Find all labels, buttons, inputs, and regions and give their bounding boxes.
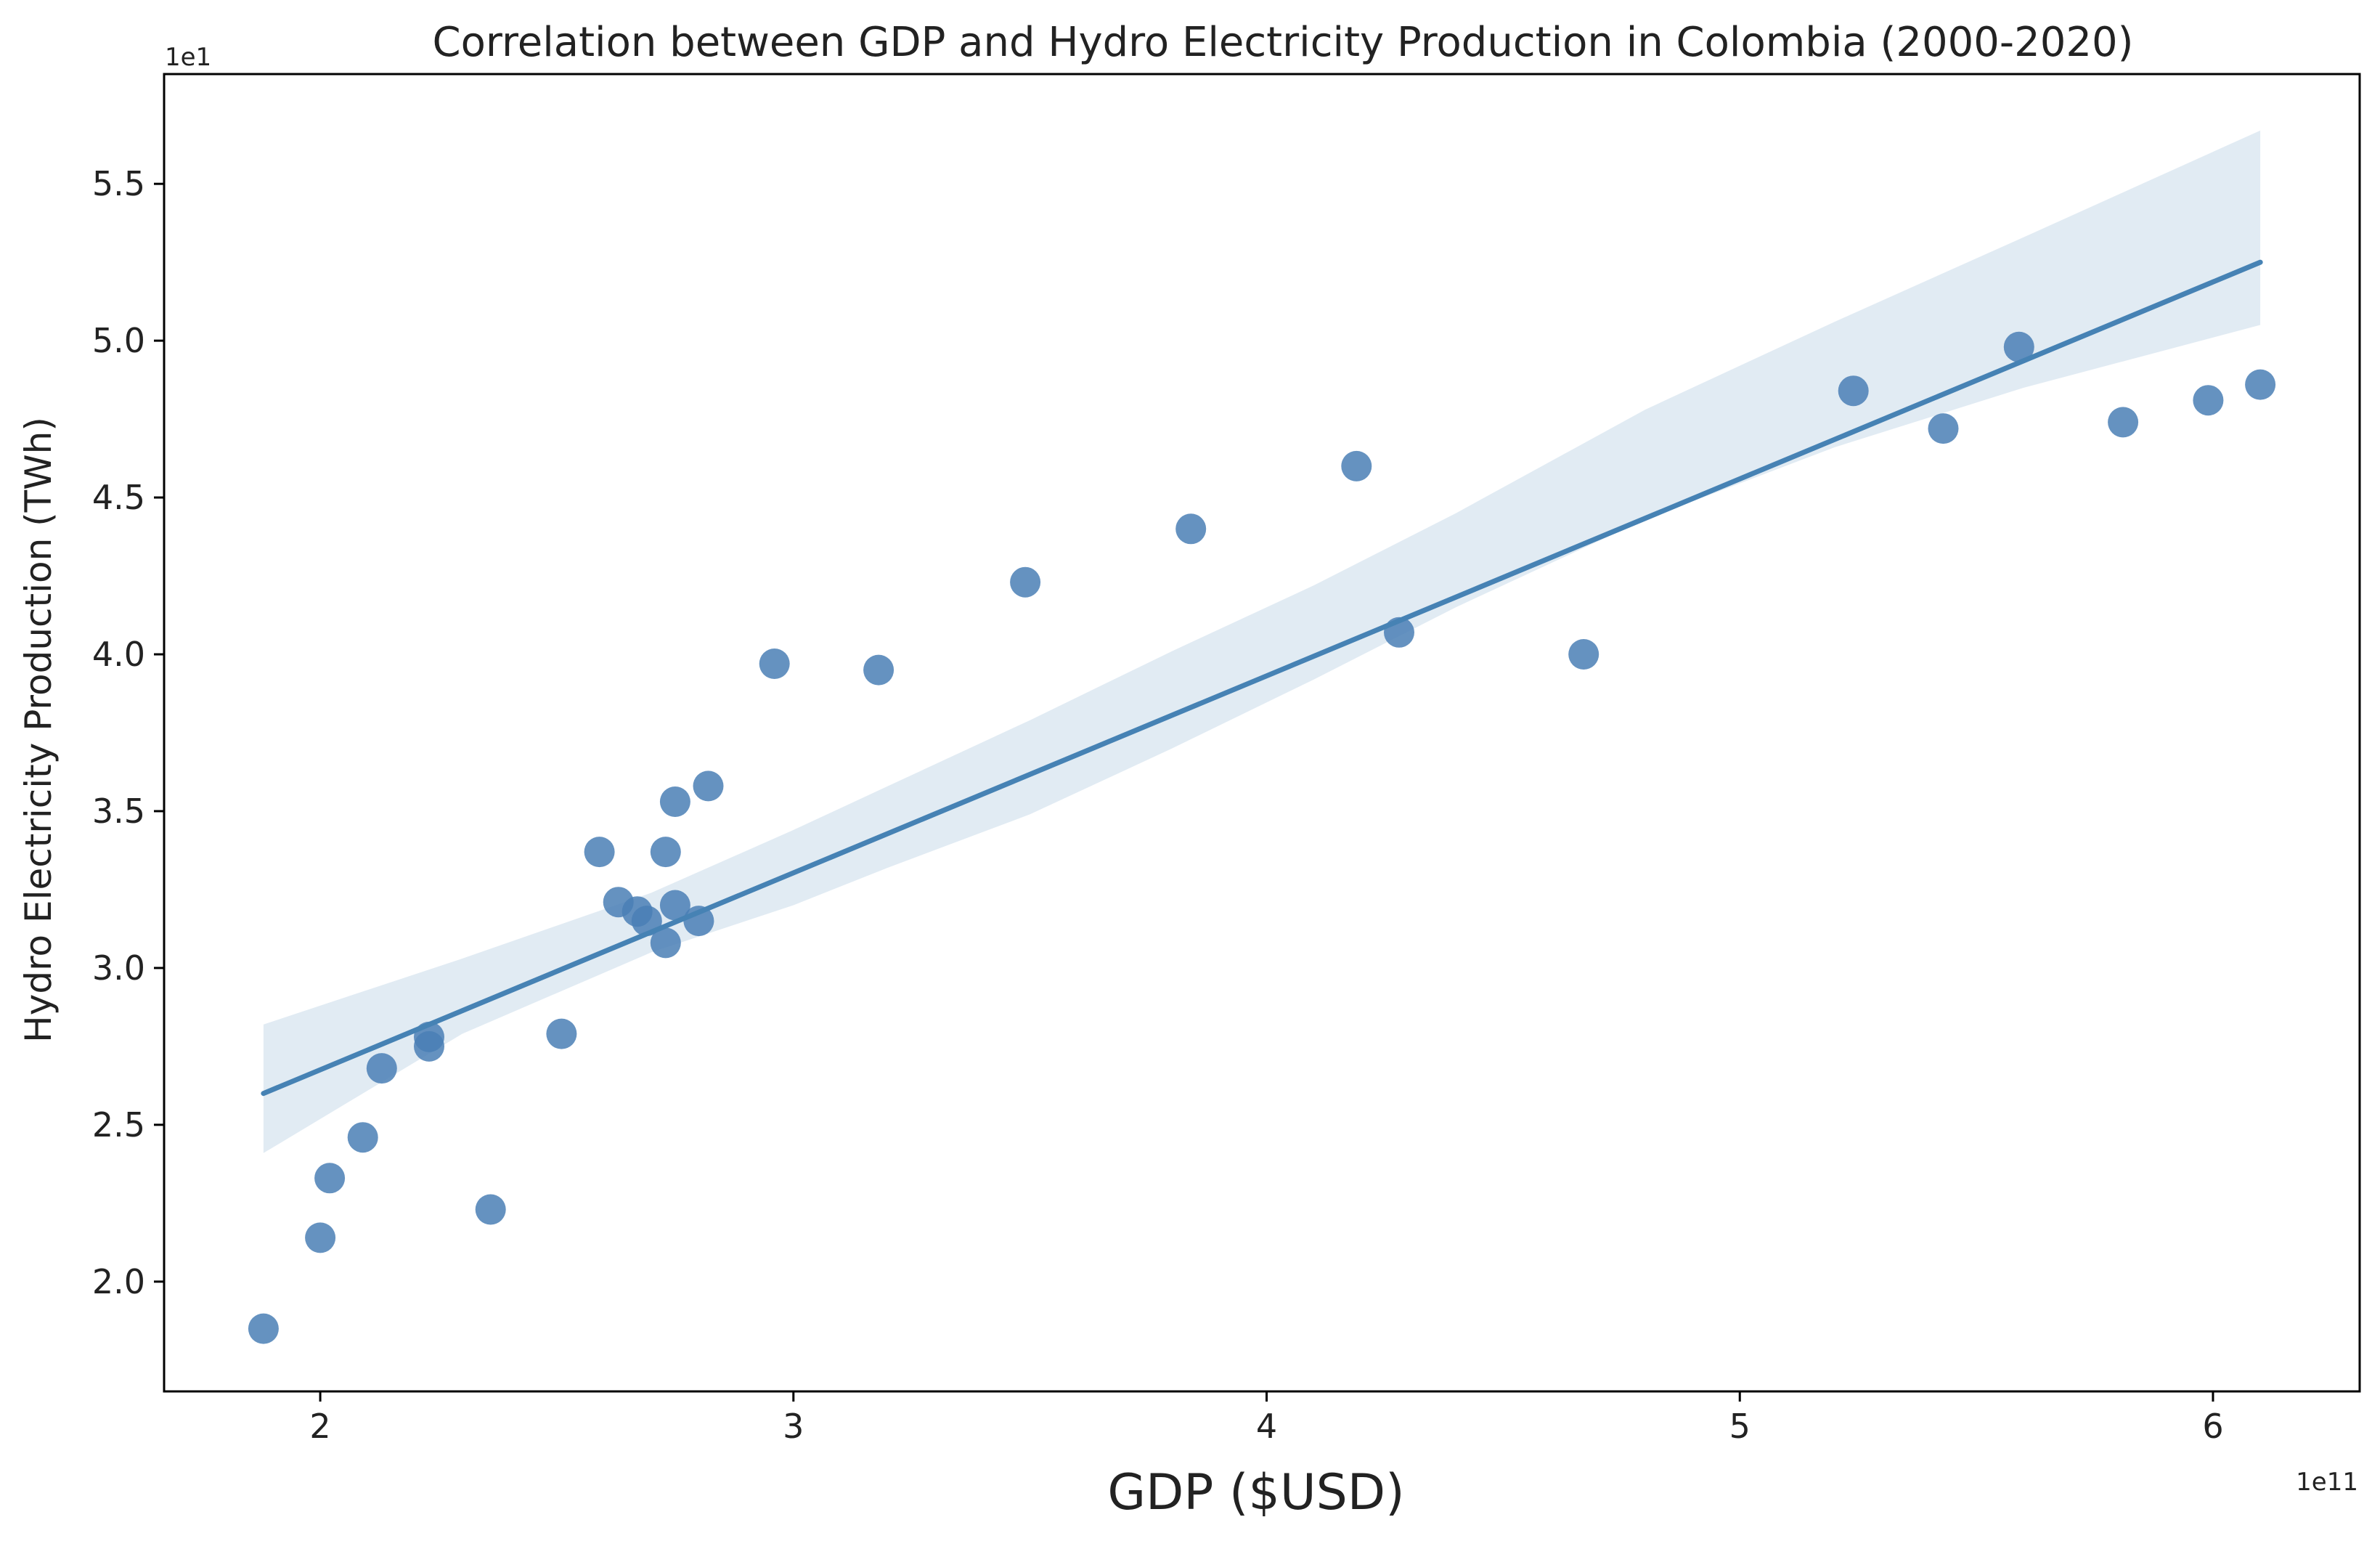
plot-area <box>248 130 2276 1344</box>
data-point-28 <box>1928 413 1959 444</box>
data-point-30 <box>2108 407 2139 438</box>
x-axis-ticks: 2 3 4 5 6 <box>309 1391 2224 1446</box>
data-point-24 <box>1341 450 1372 481</box>
data-point-1 <box>248 1313 279 1344</box>
data-point-21 <box>863 654 894 686</box>
data-point-23 <box>1175 513 1207 545</box>
data-point-29 <box>2003 331 2034 362</box>
y-axis-label: Hydro Electricity Production (TWh) <box>17 417 60 1043</box>
y-tick-label-5.0: 5.0 <box>92 321 145 360</box>
data-point-17 <box>659 890 690 921</box>
data-point-9 <box>546 1018 577 1049</box>
data-point-5 <box>366 1053 397 1084</box>
data-point-22 <box>1010 566 1041 598</box>
y-tick-label-3.5: 3.5 <box>92 792 145 831</box>
points-layer <box>248 331 2276 1344</box>
data-point-8 <box>475 1194 506 1225</box>
data-point-10 <box>584 837 615 868</box>
y-tick-label-4.0: 4.0 <box>92 635 145 674</box>
y-tick-label-3.0: 3.0 <box>92 948 145 988</box>
y-offset-label: 1e1 <box>165 43 211 72</box>
data-point-20 <box>759 648 790 679</box>
data-point-26 <box>1568 639 1599 670</box>
x-tick-label-4: 4 <box>1256 1407 1277 1446</box>
confidence-band <box>263 130 2261 1153</box>
axes-frame <box>163 73 2361 1393</box>
chart-title: Correlation between GDP and Hydro Electr… <box>433 19 2134 66</box>
x-tick-label-5: 5 <box>1729 1407 1751 1446</box>
y-tick-label-2.0: 2.0 <box>92 1262 145 1301</box>
data-point-16 <box>659 786 690 817</box>
data-point-2 <box>305 1222 336 1253</box>
regression-line <box>261 259 2263 1097</box>
data-point-3 <box>314 1163 346 1194</box>
x-offset-label: 1e11 <box>2296 1468 2358 1497</box>
data-point-31 <box>2193 385 2224 416</box>
data-point-7 <box>414 1030 444 1062</box>
data-point-19 <box>693 770 724 802</box>
y-axis-ticks: 2.0 2.5 3.0 3.5 4.0 4.5 5.0 5.5 <box>92 164 164 1301</box>
y-tick-label-5.5: 5.5 <box>92 164 145 203</box>
data-point-4 <box>347 1122 378 1153</box>
data-point-27 <box>1838 375 1869 407</box>
x-tick-label-6: 6 <box>2202 1407 2223 1446</box>
y-tick-label-4.5: 4.5 <box>92 478 145 517</box>
x-axis-label: GDP ($USD) <box>1107 1464 1404 1521</box>
data-point-15 <box>650 927 681 959</box>
y-tick-label-2.5: 2.5 <box>92 1105 145 1144</box>
x-tick-label-2: 2 <box>309 1407 330 1446</box>
data-point-32 <box>2245 369 2276 400</box>
data-point-14 <box>650 837 681 868</box>
x-tick-label-3: 3 <box>783 1407 804 1446</box>
